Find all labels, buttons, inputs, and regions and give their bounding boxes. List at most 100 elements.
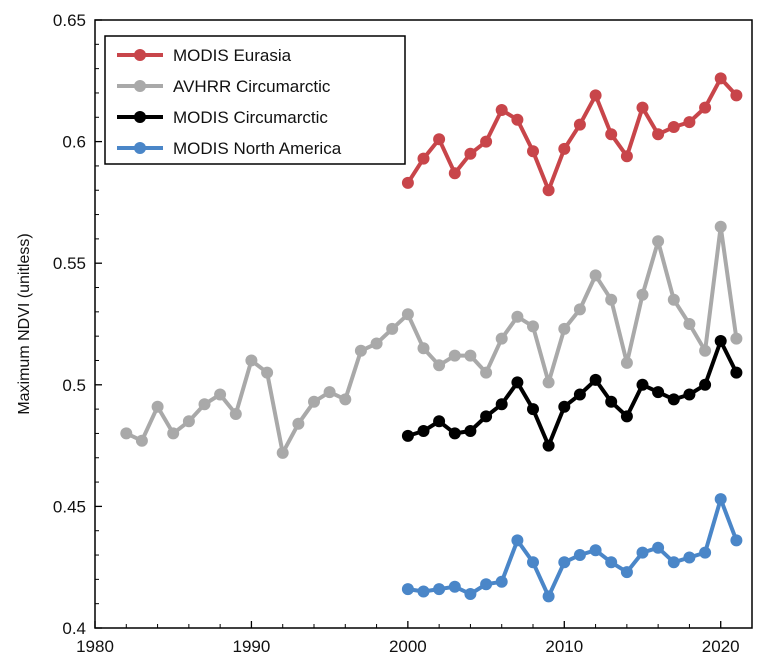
legend: MODIS Eurasia AVHRR Circumarctic MODIS Cir…: [104, 35, 406, 165]
data-point: [605, 556, 618, 569]
data-point: [495, 104, 508, 116]
data-point: [683, 318, 696, 330]
data-point: [495, 575, 508, 588]
data-point: [558, 556, 571, 569]
data-point: [714, 493, 727, 506]
y-tick-label: 0.45: [53, 497, 86, 516]
y-tick-label: 0.5: [62, 376, 86, 395]
data-point: [683, 388, 696, 401]
legend-item: MODIS Eurasia: [117, 46, 292, 65]
data-point: [527, 145, 539, 158]
y-tick-label: 0.4: [62, 619, 86, 638]
data-point: [448, 167, 461, 180]
series-line: [125, 224, 739, 455]
data-point: [636, 546, 649, 559]
series-line: [406, 76, 738, 193]
data-point: [464, 349, 477, 362]
data-point: [323, 386, 336, 399]
data-point: [730, 366, 743, 379]
data-point: [683, 116, 696, 129]
data-point: [245, 354, 258, 367]
data-point: [198, 398, 211, 411]
data-point: [573, 118, 586, 131]
data-point: [480, 410, 493, 423]
data-point: [417, 585, 430, 598]
data-point: [573, 549, 586, 561]
y-tick-label: 0.6: [62, 133, 86, 152]
x-tick-label: 2000: [389, 637, 427, 656]
data-point: [714, 72, 727, 85]
data-point: [370, 337, 383, 350]
data-point: [620, 410, 633, 423]
y-tick-label: 0.65: [53, 11, 86, 30]
data-point: [464, 147, 477, 160]
data-point: [714, 335, 727, 347]
legend-label: MODIS North America: [173, 139, 342, 158]
data-point: [480, 135, 493, 148]
data-point: [636, 101, 649, 114]
data-point: [511, 376, 524, 389]
data-point: [714, 220, 727, 233]
legend-item: MODIS North America: [117, 139, 342, 158]
data-point: [167, 427, 180, 440]
data-point: [448, 427, 461, 440]
data-point: [417, 425, 430, 437]
data-point: [605, 128, 618, 141]
x-axis: 1980 1990 2000 2010 2020: [76, 621, 753, 656]
data-point: [480, 366, 493, 379]
series-modis-eurasia: [401, 72, 743, 197]
series-line: [407, 339, 739, 448]
data-point: [542, 376, 555, 389]
data-point: [636, 288, 649, 301]
data-point: [433, 359, 446, 372]
x-tick-label: 1990: [233, 637, 271, 656]
legend-label: AVHRR Circumarctic: [173, 77, 331, 96]
data-point: [448, 580, 461, 593]
data-point: [292, 417, 305, 430]
data-point: [433, 583, 446, 596]
data-point: [699, 546, 712, 559]
data-point: [573, 303, 586, 316]
data-point: [464, 425, 477, 437]
data-point: [652, 128, 665, 141]
series-line: [407, 497, 739, 599]
legend-label: MODIS Circumarctic: [173, 108, 328, 127]
legend-item: MODIS Circumarctic: [117, 108, 328, 127]
data-point: [135, 434, 148, 447]
data-point: [308, 395, 320, 408]
data-point: [558, 322, 571, 335]
data-point: [527, 556, 539, 569]
data-point: [542, 184, 555, 197]
data-point: [652, 541, 665, 554]
y-tick-label: 0.55: [53, 254, 86, 273]
data-point: [558, 142, 571, 155]
data-point: [542, 439, 555, 452]
data-point: [417, 342, 430, 355]
data-point: [448, 349, 461, 362]
data-point: [511, 534, 524, 547]
plot-series-group: [120, 72, 743, 603]
legend-label: MODIS Eurasia: [173, 46, 292, 65]
data-point: [151, 400, 164, 413]
series-avhrr-circumarctic: [120, 220, 743, 459]
data-point: [620, 356, 633, 369]
data-point: [495, 398, 508, 411]
data-point: [652, 386, 665, 399]
series-modis-north-america: [401, 493, 743, 603]
x-tick-label: 2020: [702, 637, 740, 656]
data-point: [495, 332, 508, 345]
plot-frame: [94, 19, 753, 629]
data-point: [699, 344, 712, 357]
data-point: [667, 393, 680, 406]
y-axis-title: Maximum NDVI (unitless): [16, 233, 33, 414]
data-point: [401, 429, 414, 442]
data-point: [699, 101, 712, 114]
legend-swatch-marker: [134, 111, 146, 123]
data-point: [182, 415, 195, 428]
data-point: [589, 269, 602, 282]
x-tick-label: 2010: [545, 637, 583, 656]
series-modis-circumarctic: [401, 335, 743, 452]
data-point: [667, 556, 680, 569]
data-point: [433, 133, 446, 146]
